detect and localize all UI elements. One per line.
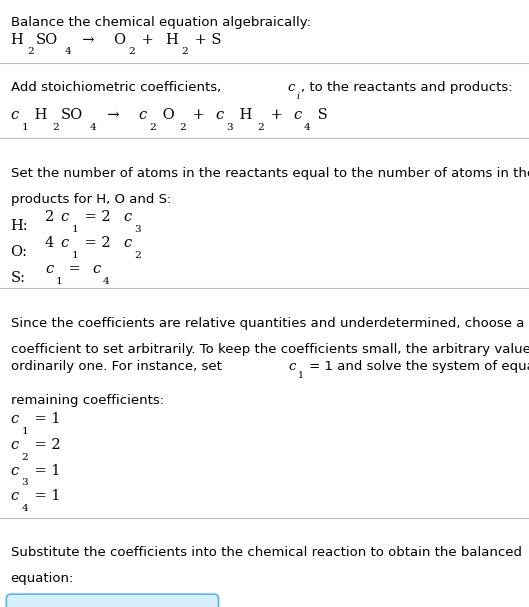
Text: 4: 4 <box>21 504 28 514</box>
Text: 4: 4 <box>304 123 311 132</box>
Text: c: c <box>45 262 53 276</box>
Text: = 1: = 1 <box>30 412 60 426</box>
Text: c: c <box>123 210 131 224</box>
Text: Substitute the coefficients into the chemical reaction to obtain the balanced: Substitute the coefficients into the che… <box>11 546 522 559</box>
Text: coefficient to set arbitrarily. To keep the coefficients small, the arbitrary va: coefficient to set arbitrarily. To keep … <box>11 343 529 356</box>
Text: c: c <box>287 81 295 95</box>
Text: 2: 2 <box>129 47 135 56</box>
Text: ordinarily one. For instance, set: ordinarily one. For instance, set <box>11 360 226 373</box>
Text: c: c <box>92 262 100 276</box>
Text: SO: SO <box>61 108 83 122</box>
Text: c: c <box>11 412 19 426</box>
Text: products for H, O and S:: products for H, O and S: <box>11 193 171 206</box>
Text: S: S <box>313 108 327 122</box>
Text: 1: 1 <box>71 251 78 260</box>
Text: H: H <box>11 33 23 47</box>
Text: c: c <box>11 489 19 503</box>
Text: 4: 4 <box>103 277 110 286</box>
Text: 2: 2 <box>134 251 141 260</box>
Text: 1: 1 <box>56 277 62 286</box>
Text: +: + <box>137 33 159 47</box>
Text: Set the number of atoms in the reactants equal to the number of atoms in the: Set the number of atoms in the reactants… <box>11 167 529 180</box>
FancyBboxPatch shape <box>6 594 218 607</box>
Text: c: c <box>61 236 69 250</box>
Text: O:: O: <box>11 245 28 259</box>
Text: 3: 3 <box>21 478 28 487</box>
Text: c: c <box>215 108 224 122</box>
Text: 2: 2 <box>149 123 156 132</box>
Text: = 1 and solve the system of equations for the: = 1 and solve the system of equations fo… <box>305 360 529 373</box>
Text: H: H <box>235 108 252 122</box>
Text: SO: SO <box>36 33 58 47</box>
Text: = 2: = 2 <box>30 438 60 452</box>
Text: O: O <box>158 108 174 122</box>
Text: = 2: = 2 <box>80 210 113 224</box>
Text: remaining coefficients:: remaining coefficients: <box>11 395 163 407</box>
Text: =: = <box>65 262 86 276</box>
Text: 1: 1 <box>21 123 28 132</box>
Text: 4: 4 <box>45 236 57 250</box>
Text: 2: 2 <box>257 123 264 132</box>
Text: = 2: = 2 <box>80 236 113 250</box>
Text: 4: 4 <box>65 47 71 56</box>
Text: →: → <box>98 108 129 122</box>
Text: equation:: equation: <box>11 572 74 585</box>
Text: c: c <box>123 236 131 250</box>
Text: c: c <box>61 210 69 224</box>
Text: 3: 3 <box>226 123 233 132</box>
Text: 2: 2 <box>179 123 186 132</box>
Text: Add stoichiometric coefficients,: Add stoichiometric coefficients, <box>11 81 225 95</box>
Text: H: H <box>165 33 178 47</box>
Text: 2: 2 <box>45 210 57 224</box>
Text: 2: 2 <box>52 123 59 132</box>
Text: 4: 4 <box>90 123 96 132</box>
Text: 1: 1 <box>298 371 304 379</box>
Text: c: c <box>293 108 302 122</box>
Text: , to the reactants and products:: , to the reactants and products: <box>301 81 513 95</box>
Text: c: c <box>11 438 19 452</box>
Text: = 1: = 1 <box>30 464 60 478</box>
Text: 2: 2 <box>27 47 34 56</box>
Text: O: O <box>113 33 125 47</box>
Text: 3: 3 <box>134 225 141 234</box>
Text: 1: 1 <box>71 225 78 234</box>
Text: c: c <box>138 108 147 122</box>
Text: c: c <box>288 360 296 373</box>
Text: →: → <box>73 33 104 47</box>
Text: 2: 2 <box>181 47 188 56</box>
Text: c: c <box>11 108 19 122</box>
Text: H: H <box>30 108 47 122</box>
Text: +: + <box>188 108 209 122</box>
Text: 2: 2 <box>21 453 28 461</box>
Text: Balance the chemical equation algebraically:: Balance the chemical equation algebraica… <box>11 16 311 29</box>
Text: c: c <box>11 464 19 478</box>
Text: = 1: = 1 <box>30 489 60 503</box>
Text: H:: H: <box>11 219 28 232</box>
Text: + S: + S <box>190 33 222 47</box>
Text: Since the coefficients are relative quantities and underdetermined, choose a: Since the coefficients are relative quan… <box>11 317 524 330</box>
Text: +: + <box>266 108 287 122</box>
Text: 1: 1 <box>21 427 28 436</box>
Text: i: i <box>297 92 300 101</box>
Text: S:: S: <box>11 271 25 285</box>
